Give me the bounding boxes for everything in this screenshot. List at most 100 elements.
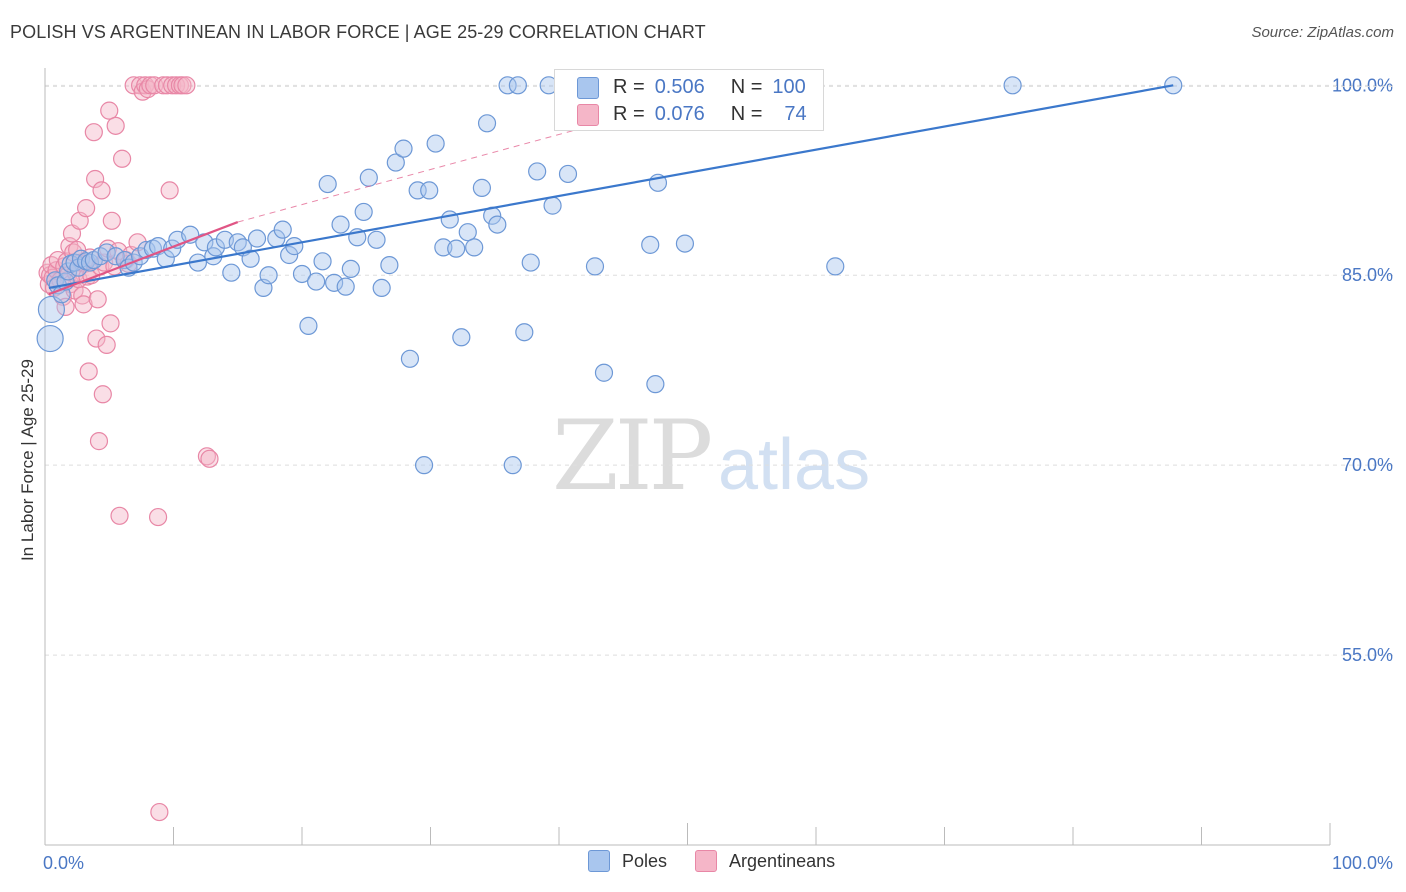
y-tick-label: 55.0% bbox=[1342, 645, 1393, 665]
poles-point bbox=[503, 456, 522, 475]
poles-point bbox=[307, 272, 326, 291]
argentineans-trend-extension bbox=[237, 116, 624, 223]
poles-point bbox=[447, 239, 466, 258]
poles-point bbox=[292, 264, 312, 284]
poles-point bbox=[36, 324, 64, 353]
poles-point bbox=[414, 456, 434, 475]
argentineans-point bbox=[87, 329, 106, 348]
poles-point bbox=[465, 238, 484, 257]
y-tick-label: 100.0% bbox=[1332, 75, 1393, 95]
poles-point bbox=[488, 215, 507, 234]
poles-point bbox=[259, 266, 278, 285]
poles-point bbox=[498, 76, 517, 95]
poles-point bbox=[359, 168, 378, 187]
poles-point bbox=[420, 181, 439, 200]
poles-point bbox=[372, 278, 391, 298]
poles-trend-line bbox=[48, 84, 1174, 289]
poles-point bbox=[472, 178, 491, 197]
poles-point bbox=[508, 76, 527, 95]
poles-point bbox=[426, 134, 445, 153]
poles-point bbox=[515, 323, 534, 342]
poles-point bbox=[222, 263, 241, 282]
argentineans-point bbox=[74, 295, 93, 314]
poles-point bbox=[641, 235, 660, 254]
argentineans-point bbox=[92, 181, 111, 200]
poles-point bbox=[280, 245, 299, 265]
argentineans-point bbox=[100, 101, 119, 120]
poles-r-value: 0.506 bbox=[654, 76, 705, 98]
argentineans-point bbox=[89, 432, 109, 451]
chart-title: POLISH VS ARGENTINEAN IN LABOR FORCE | A… bbox=[10, 22, 706, 42]
poles-point bbox=[594, 363, 614, 382]
argentineans-point bbox=[166, 76, 186, 95]
poles-point bbox=[585, 257, 605, 276]
legend-poles-label: Poles bbox=[622, 850, 668, 871]
argentineans-point bbox=[84, 123, 103, 142]
bottom-legend: Poles Argentineans bbox=[588, 850, 863, 872]
poles-point bbox=[458, 223, 477, 242]
poles-point bbox=[1003, 76, 1022, 95]
poles-point bbox=[106, 247, 125, 266]
argentineans-point bbox=[77, 199, 96, 218]
stats-row-argentineans: R = 0.076 N = 74 bbox=[577, 103, 807, 126]
arg-r-label: R = bbox=[613, 103, 645, 125]
poles-point bbox=[528, 162, 547, 181]
argentineans-point bbox=[88, 290, 107, 309]
argentineans-swatch bbox=[577, 103, 599, 126]
argentineans-point bbox=[110, 506, 129, 525]
poles-point bbox=[521, 253, 540, 272]
poles-point bbox=[646, 375, 665, 394]
y-tick-label: 70.0% bbox=[1342, 455, 1393, 475]
poles-point bbox=[826, 257, 845, 276]
y-tick-label: 85.0% bbox=[1342, 265, 1393, 285]
argentineans-point bbox=[112, 149, 132, 168]
stats-legend: R = 0.506 N = 100 R = 0.076 N = 74 bbox=[554, 69, 824, 131]
poles-point bbox=[241, 249, 260, 268]
poles-n-label: N = bbox=[730, 76, 763, 98]
argentineans-point bbox=[173, 76, 192, 95]
argentineans-point bbox=[197, 447, 217, 466]
legend-argentineans-swatch bbox=[695, 850, 718, 872]
legend-argentineans-label: Argentineans bbox=[729, 850, 836, 871]
poles-point bbox=[247, 229, 267, 248]
poles-point bbox=[434, 238, 453, 257]
argentineans-point bbox=[102, 211, 121, 230]
argentineans-point bbox=[101, 314, 120, 333]
poles-point bbox=[367, 230, 386, 249]
poles-point bbox=[558, 164, 578, 184]
argentineans-point bbox=[150, 802, 169, 822]
legend-item-poles[interactable]: Poles bbox=[588, 850, 667, 872]
poles-swatch bbox=[577, 76, 599, 99]
poles-r-label: R = bbox=[613, 76, 645, 98]
poles-point bbox=[543, 196, 562, 215]
x-tick-label-end: 100.0% bbox=[1332, 853, 1393, 873]
poles-point bbox=[318, 174, 337, 194]
legend-item-argentineans[interactable]: Argentineans bbox=[695, 850, 835, 872]
poles-point bbox=[354, 202, 373, 222]
argentineans-point bbox=[86, 169, 105, 189]
argentineans-point bbox=[106, 116, 125, 135]
arg-n-value: 74 bbox=[784, 103, 807, 125]
argentineans-point bbox=[160, 181, 179, 200]
poles-point bbox=[452, 328, 471, 347]
argentineans-point bbox=[177, 76, 196, 95]
argentineans-point bbox=[79, 362, 98, 381]
poles-point bbox=[331, 215, 350, 234]
stats-row-poles: R = 0.506 N = 100 bbox=[577, 76, 806, 99]
poles-point bbox=[71, 249, 91, 268]
poles-point bbox=[386, 153, 405, 172]
poles-point bbox=[273, 220, 292, 239]
poles-point bbox=[325, 273, 344, 292]
argentineans-point bbox=[163, 76, 182, 95]
argentineans-point bbox=[200, 449, 219, 468]
poles-point bbox=[675, 234, 695, 253]
argentineans-point bbox=[97, 335, 116, 354]
watermark-zip: ZIP bbox=[552, 400, 713, 512]
poles-point bbox=[341, 259, 360, 279]
poles-point bbox=[37, 295, 66, 324]
poles-point bbox=[477, 114, 497, 133]
poles-point bbox=[97, 243, 116, 262]
poles-n-value: 100 bbox=[772, 76, 806, 98]
source-label: Source: ZipAtlas.com bbox=[1251, 24, 1394, 41]
